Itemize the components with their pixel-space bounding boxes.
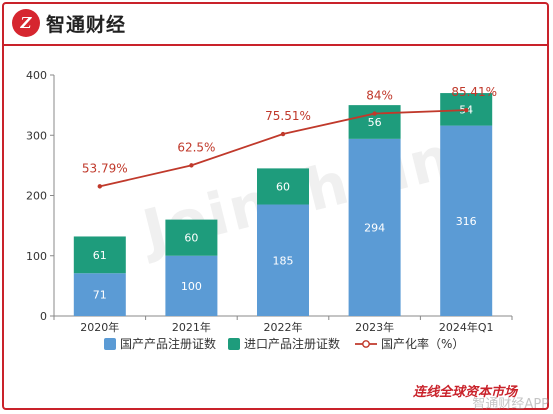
y-tick-label: 100 (26, 250, 47, 263)
legend-label-domestic: 国产产品注册证数 (120, 336, 216, 351)
y-tick-label: 200 (26, 190, 47, 203)
legend-label-imported: 进口产品注册证数 (244, 336, 340, 351)
rate-point (280, 131, 286, 137)
x-tick-label: 2024年Q1 (439, 320, 494, 334)
data-label-domestic: 71 (93, 289, 107, 302)
x-tick-label: 2022年 (264, 320, 303, 334)
brand-name: 智通财经 (46, 13, 127, 36)
rate-point (97, 184, 103, 189)
rate-label: 62.5% (177, 140, 215, 154)
rate-label: 84% (366, 89, 393, 103)
data-label-domestic: 185 (273, 254, 294, 267)
bar-imported (73, 236, 126, 274)
bar-imported (257, 168, 309, 205)
y-tick-label: 0 (40, 310, 47, 323)
legend-swatch-imported (228, 338, 240, 350)
footer-app-watermark: 智通财经APP (472, 397, 549, 412)
bar-imported (348, 105, 401, 139)
rate-point (372, 111, 377, 116)
bar-domestic (348, 138, 401, 316)
rate-label: 75.51% (265, 109, 311, 123)
outer-frame (2, 2, 549, 410)
data-label-imported: 60 (276, 180, 290, 193)
y-tick-label: 400 (26, 69, 47, 82)
rate-label: 85.41% (451, 85, 497, 99)
data-label-imported: 56 (368, 116, 382, 129)
bar-domestic (440, 125, 493, 316)
x-tick-label: 2020年 (80, 320, 119, 334)
legend-marker-rate (362, 340, 370, 348)
data-label-domestic: 294 (364, 221, 385, 234)
bar-domestic (165, 255, 218, 316)
rate-point (464, 107, 469, 113)
data-label-domestic: 316 (456, 215, 477, 228)
brand-logo-icon: Z (12, 9, 40, 37)
header: Z 智通财经 (12, 8, 126, 38)
bar-imported (165, 219, 218, 256)
footer-slogan: 连线全球资本市场 (412, 385, 517, 400)
x-tick-label: 2023年 (355, 320, 394, 334)
header-divider (4, 44, 549, 46)
rate-point (189, 163, 194, 168)
data-label-domestic: 100 (181, 280, 202, 293)
legend-swatch-domestic (104, 338, 116, 350)
rate-label: 53.79% (82, 161, 128, 175)
data-label-imported: 61 (93, 249, 107, 262)
y-tick-label: 300 (26, 129, 47, 142)
x-tick-label: 2021年 (172, 320, 211, 334)
legend-label-rate: 国产化率（%） (381, 336, 464, 351)
data-label-imported: 60 (184, 232, 198, 245)
bar-domestic (257, 204, 309, 316)
bar-domestic (73, 273, 126, 316)
